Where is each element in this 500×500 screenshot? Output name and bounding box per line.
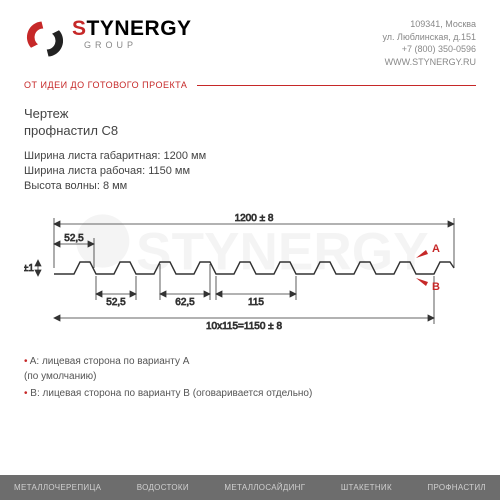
dim-height: 8±1 [24,263,34,274]
logo-block: STYNERGY GROUP [24,18,192,68]
contact-city: 109341, Москва [383,18,477,31]
note-b: • B: лицевая сторона по варианту B (огов… [24,388,476,399]
brand-prefix: S [72,17,87,40]
dim-overall: 1200 ± 8 [235,213,274,224]
dim-pitch: 10x115=1150 ± 8 [206,321,282,330]
spec-line: Ширина листа габаритная: 1200 мм [24,150,476,162]
note-a: • A: лицевая сторона по варианту A [24,356,476,367]
profile-path [54,262,454,274]
technical-drawing: 1200 ± 8 8±1 52,5 5 [24,210,476,330]
header: STYNERGY GROUP 109341, Москва ул. Люблин… [0,0,500,78]
contact-url: WWW.STYNERGY.RU [383,56,477,69]
dim-c: 62,5 [175,297,195,308]
spec-line: Высота волны: 8 мм [24,180,476,192]
doc-subtitle: профнастил С8 [24,123,476,138]
divider-line [197,85,476,86]
content: Чертеж профнастил С8 Ширина листа габари… [0,90,500,399]
footer-item: ПРОФНАСТИЛ [427,483,486,492]
spec-line: Ширина листа рабочая: 1150 мм [24,165,476,177]
dim-a: 52,5 [64,233,84,244]
doc-title: Чертеж [24,106,476,121]
marker-a: A [432,243,440,255]
contact-addr: ул. Люблинская, д.151 [383,31,477,44]
notes: • A: лицевая сторона по варианту A (по у… [24,356,476,399]
footer-bar: МЕТАЛЛОЧЕРЕПИЦА ВОДОСТОКИ МЕТАЛЛОСАЙДИНГ… [0,475,500,500]
marker-b: B [432,281,440,293]
divider: ОТ ИДЕИ ДО ГОТОВОГО ПРОЕКТА [0,80,500,90]
dim-d: 115 [248,297,264,308]
brand-sub: GROUP [84,41,192,50]
dim-b: 52,5 [106,297,126,308]
note-a-sub: (по умолчанию) [24,371,476,382]
footer-item: ШТАКЕТНИК [341,483,392,492]
logo-icon [24,18,66,60]
footer-item: МЕТАЛЛОЧЕРЕПИЦА [14,483,101,492]
footer-item: МЕТАЛЛОСАЙДИНГ [224,483,305,492]
brand-rest: TYNERGY [87,17,192,40]
tagline: ОТ ИДЕИ ДО ГОТОВОГО ПРОЕКТА [24,80,187,90]
contact-phone: +7 (800) 350-0596 [383,43,477,56]
brand-name: STYNERGY [72,18,192,39]
contact-block: 109341, Москва ул. Люблинская, д.151 +7 … [383,18,477,68]
footer-item: ВОДОСТОКИ [137,483,189,492]
